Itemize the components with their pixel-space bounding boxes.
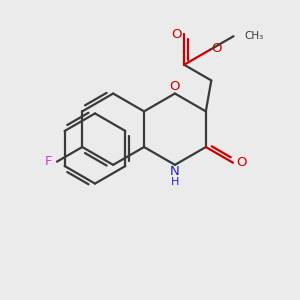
Text: N: N bbox=[170, 165, 180, 178]
Text: H: H bbox=[171, 177, 179, 187]
Text: F: F bbox=[45, 155, 52, 168]
Text: O: O bbox=[170, 80, 180, 94]
Text: O: O bbox=[236, 156, 247, 169]
Text: O: O bbox=[171, 28, 182, 41]
Text: O: O bbox=[212, 42, 222, 55]
Text: CH₃: CH₃ bbox=[244, 31, 263, 41]
